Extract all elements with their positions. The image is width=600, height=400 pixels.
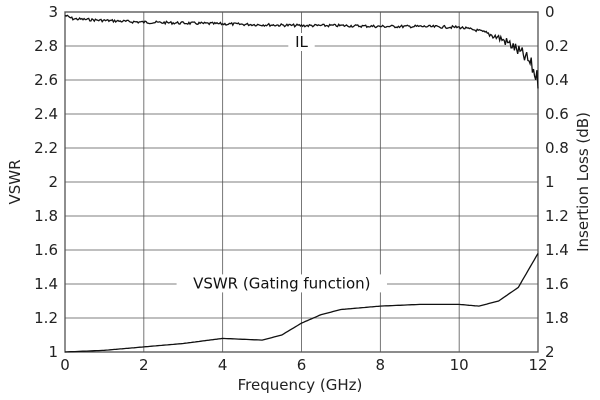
- y-left-tick-label: 1.2: [34, 309, 58, 327]
- grid: [64, 11, 539, 353]
- y-right-tick-label: 0.4: [545, 71, 569, 89]
- annotation-label: IL: [295, 33, 308, 51]
- y-right-tick-label: 1: [545, 173, 555, 191]
- y-right-tick-label: 1.8: [545, 309, 569, 327]
- y-left-tick-label: 1.6: [34, 241, 58, 259]
- y-right-tick-label: 2: [545, 343, 555, 361]
- y-left-tick-label: 2.8: [34, 37, 58, 55]
- annotation-bg: [288, 33, 315, 51]
- y-left-tick-label: 2.2: [34, 139, 58, 157]
- series-layer: [64, 14, 539, 353]
- series-line-1: [64, 253, 539, 353]
- y-right-tick-label: 0: [545, 3, 555, 21]
- y-left-tick-label: 1.8: [34, 207, 58, 225]
- y-axis-left-title: VSWR: [6, 159, 24, 204]
- tick-labels: 0 2 4 6 8 10 1211.21.41.61.822.22.42.62.8321.8…: [34, 3, 569, 374]
- y-right-tick-label: 0.6: [545, 105, 569, 123]
- y-left-tick-label: 2.4: [34, 105, 58, 123]
- y-right-tick-label: 1.4: [545, 241, 569, 259]
- y-axis-right-title: Insertion Loss (dB): [574, 112, 592, 252]
- y-left-tick-label: 1: [48, 343, 58, 361]
- annotation-label: VSWR (Gating function): [193, 274, 370, 292]
- y-left-tick-label: 2: [48, 173, 58, 191]
- y-right-tick-label: 0.8: [545, 139, 569, 157]
- annotation-bg: [176, 274, 387, 293]
- annotations: IL VSWR (Gating function): [176, 33, 387, 293]
- x-tick-label: 0: [60, 356, 70, 374]
- x-tick-label: 8: [376, 356, 386, 374]
- y-left-tick-label: 1.4: [34, 275, 58, 293]
- y-right-tick-label: 1.2: [545, 207, 569, 225]
- x-tick-label: 2: [139, 356, 149, 374]
- x-axis-title: Frequency (GHz): [238, 376, 363, 394]
- y-right-tick-label: 0.2: [545, 37, 569, 55]
- x-tick-label: 10: [450, 356, 469, 374]
- y-left-tick-label: 3: [48, 3, 58, 21]
- x-tick-label: 6: [297, 356, 307, 374]
- series-line-0: [64, 14, 539, 89]
- y-left-tick-label: 2.6: [34, 71, 58, 89]
- y-right-tick-label: 1.6: [545, 275, 569, 293]
- x-tick-label: 4: [218, 356, 228, 374]
- x-tick-label: 12: [528, 356, 547, 374]
